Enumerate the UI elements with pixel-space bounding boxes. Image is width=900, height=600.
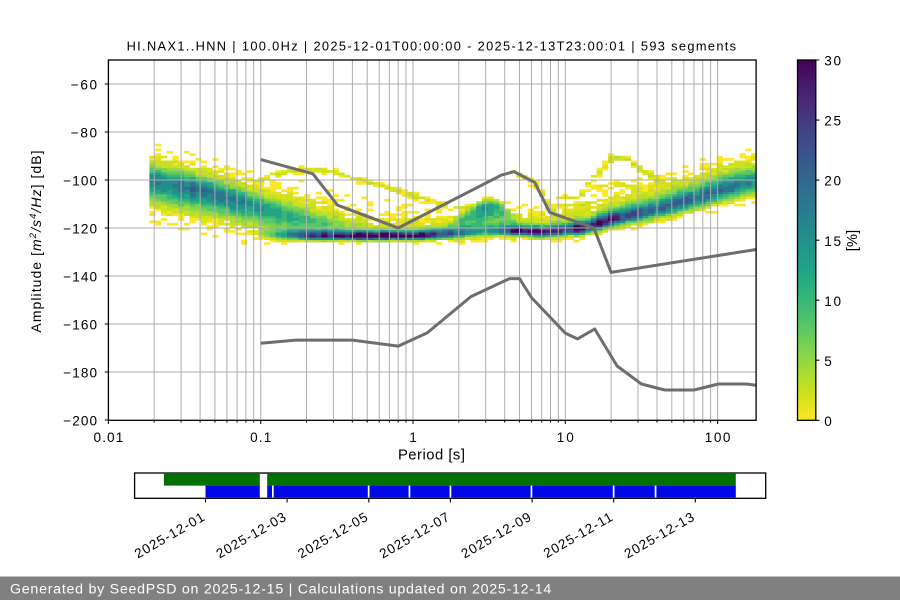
svg-text:−180: −180 — [63, 366, 97, 381]
svg-text:20: 20 — [824, 174, 841, 189]
svg-text:25: 25 — [824, 114, 841, 129]
svg-text:5: 5 — [824, 354, 832, 369]
svg-text:100: 100 — [705, 430, 731, 445]
svg-text:−200: −200 — [63, 414, 97, 429]
svg-text:0: 0 — [824, 414, 832, 429]
svg-text:1: 1 — [409, 430, 417, 445]
svg-text:30: 30 — [824, 54, 841, 69]
svg-text:−160: −160 — [63, 318, 97, 333]
svg-text:−140: −140 — [63, 270, 97, 285]
svg-text:−100: −100 — [63, 174, 97, 189]
svg-text:Amplitude [m2/s4/Hz] [dB]: Amplitude [m2/s4/Hz] [dB] — [28, 149, 45, 332]
svg-text:15: 15 — [824, 234, 841, 249]
svg-text:0.01: 0.01 — [94, 430, 124, 445]
svg-text:10: 10 — [557, 430, 574, 445]
svg-text:Period [s]: Period [s] — [398, 447, 466, 463]
svg-text:[%]: [%] — [845, 230, 861, 251]
svg-text:−80: −80 — [71, 126, 98, 141]
svg-text:10: 10 — [824, 294, 841, 309]
svg-text:HI.NAX1..HNN | 100.0Hz | 2025-: HI.NAX1..HNN | 100.0Hz | 2025-12-01T00:0… — [127, 39, 738, 54]
svg-text:−120: −120 — [63, 222, 97, 237]
svg-text:Generated by SeedPSD on 2025-1: Generated by SeedPSD on 2025-12-15 | Cal… — [10, 582, 552, 598]
svg-text:−60: −60 — [71, 78, 98, 93]
svg-text:0.1: 0.1 — [250, 430, 271, 445]
